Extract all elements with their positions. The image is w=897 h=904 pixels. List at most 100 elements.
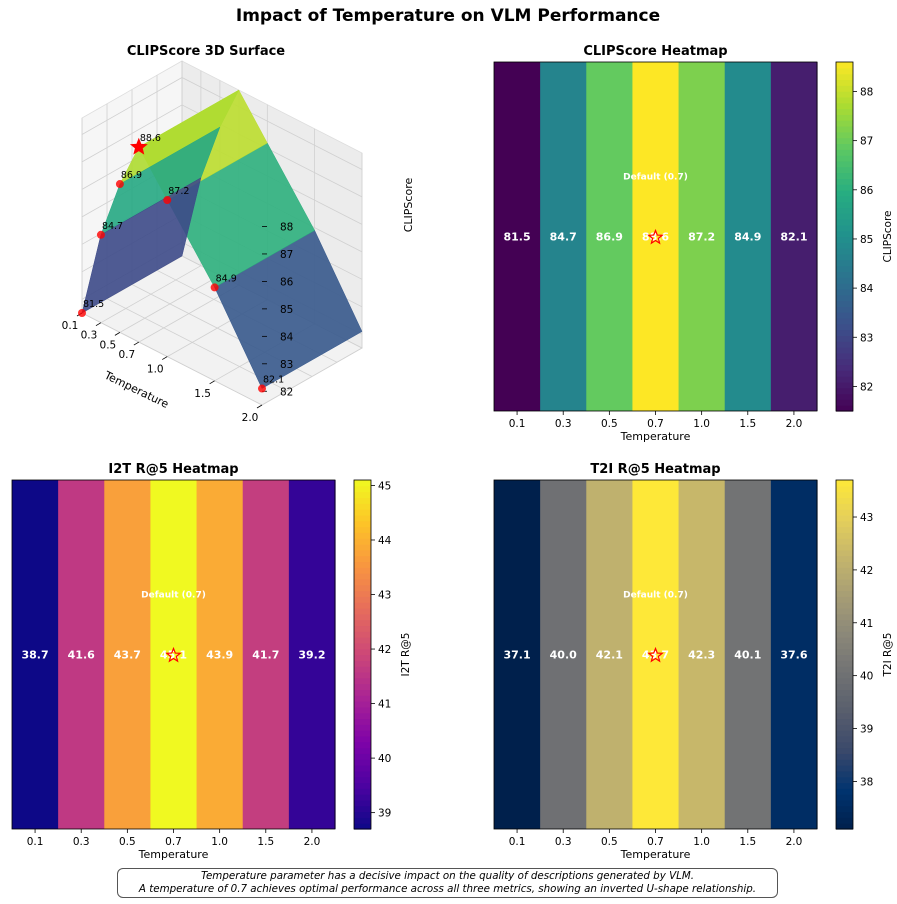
x-tick-mark	[133, 341, 140, 346]
data-point	[96, 230, 105, 239]
heatmap-cell	[678, 62, 726, 411]
colorbar-segment	[836, 753, 853, 760]
colorbar-segment	[836, 306, 853, 313]
colorbar-segment	[354, 671, 371, 679]
colorbar-segment	[836, 253, 853, 261]
heatmap-cell	[104, 480, 152, 829]
colorbar-segment	[836, 294, 853, 302]
colorbar-segment	[836, 660, 853, 667]
data-point-label: 84.9	[216, 273, 237, 284]
cell-value-label: 37.6	[780, 649, 807, 662]
caption-line-2: A temperature of 0.7 achieves optimal pe…	[138, 883, 757, 895]
colorbar-segment	[836, 178, 853, 185]
colorbar-segment	[836, 85, 853, 92]
colorbar-segment	[836, 155, 853, 162]
heatmap-title: CLIPScore Heatmap	[583, 44, 727, 59]
surface-panel: CLIPScore 3D Surface 0.10.30.50.7 1.0 1.5 2.…	[62, 44, 415, 424]
colorbar-segment	[354, 660, 371, 667]
colorbar-segment	[836, 491, 853, 499]
colorbar-segment	[354, 509, 371, 516]
i2t-heatmap-panel: I2T R@5 Heatmap Default (0.7) 38.7 41.6 43.7…	[11, 462, 412, 861]
colorbar-segment	[836, 782, 853, 789]
cell-value-label: 38.7	[22, 649, 49, 662]
colorbar-tick-label: 42	[378, 644, 391, 656]
data-point	[163, 196, 172, 205]
colorbar-label: T2I R@5	[882, 632, 894, 677]
colorbar-segment	[354, 712, 371, 720]
heatmap-title: I2T R@5 Heatmap	[108, 462, 238, 477]
colorbar-segment	[354, 637, 371, 644]
colorbar-segment	[836, 741, 853, 749]
heatmap-cell	[632, 480, 680, 829]
colorbar-segment	[836, 317, 853, 325]
colorbar-segment	[836, 219, 853, 226]
colorbar-segment	[836, 242, 853, 249]
colorbar-segment	[836, 125, 853, 133]
colorbar-segment	[836, 137, 853, 145]
colorbar-segment	[836, 811, 853, 818]
colorbar-segment	[836, 765, 853, 772]
colorbar-segment	[836, 823, 853, 830]
x-tick-label: 1.5	[194, 388, 211, 400]
x-tick-label: 1.0	[693, 836, 710, 848]
x-tick-mark	[95, 322, 102, 327]
x-tick-label: 0.5	[119, 836, 136, 848]
colorbar-segment	[836, 172, 853, 179]
data-point-label: 84.7	[102, 221, 123, 232]
cell-value-label: 40.1	[734, 649, 761, 662]
colorbar-segment	[354, 503, 371, 510]
x-tick-label: 1.5	[739, 418, 756, 430]
colorbar-segment	[836, 224, 853, 232]
data-point	[78, 309, 86, 317]
colorbar-segment	[836, 288, 853, 296]
cell-value-label: 37.1	[504, 649, 531, 662]
heatmap-cell	[288, 480, 336, 829]
data-point-label: 81.5	[83, 299, 104, 310]
cell-value-label: 43.7	[642, 649, 669, 662]
colorbar-segment	[836, 794, 853, 801]
colorbar-segment	[354, 543, 371, 551]
x-tick-label: 0.7	[118, 349, 135, 361]
x-tick-label: 0.1	[27, 836, 44, 848]
colorbar-segment	[354, 607, 371, 615]
colorbar-segment	[836, 329, 853, 336]
colorbar-segment	[836, 776, 853, 784]
colorbar-segment	[836, 207, 853, 214]
colorbar-segment	[836, 393, 853, 400]
caption-box: Temperature parameter has a decisive imp…	[117, 868, 778, 898]
colorbar-segment	[354, 799, 371, 807]
colorbar-segment	[836, 497, 853, 504]
colorbar-segment	[354, 613, 371, 621]
colorbar-label: I2T R@5	[400, 632, 412, 676]
colorbar-segment	[836, 642, 853, 650]
heatmap-title: T2I R@5 Heatmap	[590, 462, 720, 477]
cell-value-label: 81.5	[504, 231, 531, 244]
colorbar-segment	[354, 596, 371, 603]
x-tick-label: 0.5	[601, 418, 618, 430]
colorbar-segment	[836, 271, 853, 278]
x-tick-label: 0.5	[100, 339, 117, 351]
x-tick-label: 0.3	[555, 836, 572, 848]
colorbar-segment	[354, 480, 371, 487]
z-tick-label: 83	[280, 359, 293, 371]
colorbar-segment	[836, 248, 853, 255]
colorbar-segment	[836, 759, 853, 766]
x-tick-label: 2.0	[786, 836, 803, 848]
colorbar-segment	[836, 584, 853, 592]
colorbar-segment	[354, 747, 371, 754]
colorbar-tick-label: 45	[378, 480, 391, 492]
x-tick-label: 0.5	[601, 836, 618, 848]
colorbar-segment	[836, 387, 853, 395]
colorbar-segment	[836, 788, 853, 795]
colorbar-segment	[836, 637, 853, 644]
colorbar-segment	[354, 555, 371, 563]
x-tick-label: 2.0	[304, 836, 321, 848]
x-axis-label: Temperature	[138, 848, 209, 861]
colorbar-tick-label: 39	[860, 724, 873, 736]
colorbar-segment	[836, 526, 853, 533]
colorbar-segment	[836, 91, 853, 98]
colorbar-segment	[836, 677, 853, 685]
colorbar-segment	[836, 67, 853, 75]
colorbar-segment	[354, 753, 371, 760]
colorbar-segment	[354, 573, 371, 580]
